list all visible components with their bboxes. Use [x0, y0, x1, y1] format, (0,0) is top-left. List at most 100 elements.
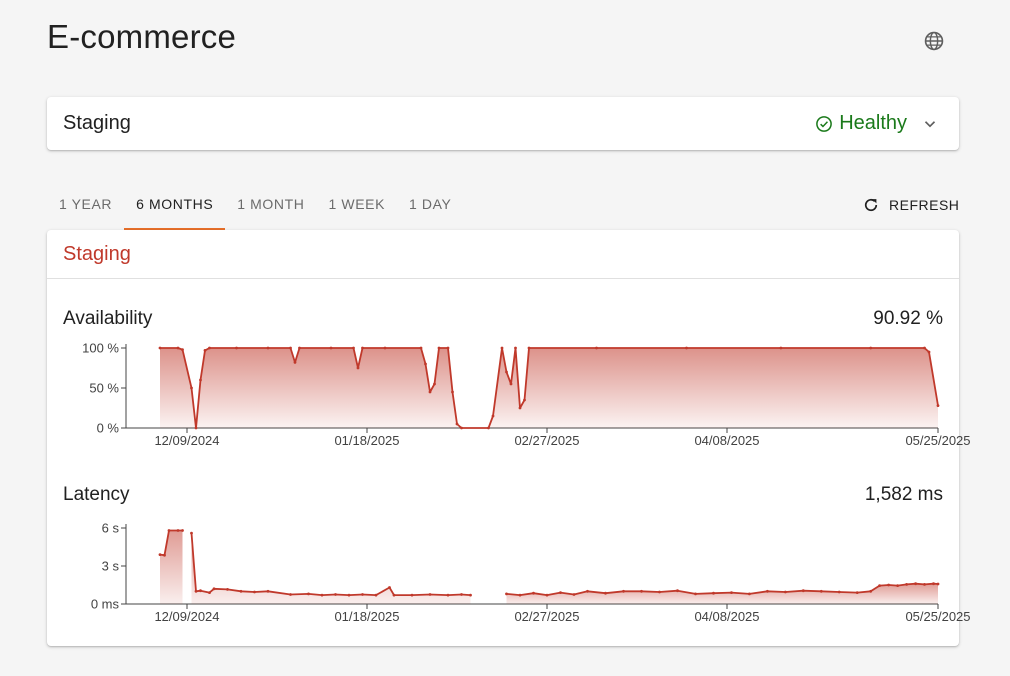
availability-point [927, 350, 931, 354]
latency-point [410, 593, 414, 597]
availability-point [460, 426, 463, 430]
availability-point [298, 346, 301, 350]
availability-point [266, 346, 270, 350]
latency-y-tick-label: 3 s [102, 559, 120, 574]
latency-point [712, 591, 715, 595]
tab-1-month[interactable]: 1 MONTH [237, 196, 305, 212]
availability-point [779, 346, 783, 350]
latency-x-tick-label: 04/08/2025 [694, 609, 759, 624]
latency-area-1 [191, 533, 471, 604]
availability-point [424, 362, 427, 366]
latency-point [190, 531, 193, 535]
availability-point [176, 346, 180, 350]
latency-point [158, 553, 162, 556]
time-range-tabs: 1 YEAR 6 MONTHS 1 MONTH 1 WEEK 1 DAY [47, 180, 463, 230]
latency-point [545, 593, 549, 597]
status-label: Healthy [839, 112, 907, 134]
availability-point [203, 349, 207, 352]
latency-point [784, 590, 787, 594]
availability-x-tick-label: 05/25/2025 [905, 433, 970, 448]
latency-point [469, 593, 472, 597]
latency-point [622, 589, 625, 593]
availability-point [235, 346, 238, 350]
tab-1-day[interactable]: 1 DAY [409, 196, 452, 212]
latency-point [658, 590, 661, 594]
availability-point [487, 426, 490, 430]
latency-point [167, 529, 171, 532]
latency-point [936, 582, 940, 586]
latency-point [460, 593, 463, 596]
availability-point [527, 346, 531, 350]
latency-point [559, 591, 562, 594]
availability-point [158, 346, 162, 350]
latency-x-tick-label: 01/18/2025 [334, 609, 399, 624]
latency-point [604, 591, 607, 595]
environment-card[interactable]: Staging Healthy [47, 97, 959, 150]
availability-point [433, 382, 436, 386]
latency-y-tick-label: 6 s [102, 521, 120, 536]
latency-point [640, 589, 643, 593]
metrics-panel: Staging Availability 90.92 % Latency 1,5… [47, 230, 971, 646]
availability-point [514, 346, 517, 350]
check-circle-icon [816, 115, 833, 132]
latency-point [914, 582, 917, 586]
latency-point [361, 593, 364, 596]
latency-y-tick-label: 0 ms [91, 597, 120, 612]
latency-point [212, 587, 216, 591]
latency-point [766, 589, 769, 593]
chevron-down-icon[interactable] [921, 115, 939, 133]
availability-point [595, 346, 598, 350]
latency-point [199, 589, 202, 593]
availability-x-tick-label: 12/09/2024 [154, 433, 219, 448]
availability-point [936, 404, 940, 407]
latency-x-tick-label: 05/25/2025 [905, 609, 970, 624]
availability-x-tick-label: 04/08/2025 [694, 433, 759, 448]
page-title: E-commerce [47, 18, 237, 55]
latency-point [855, 591, 859, 594]
tab-1-week[interactable]: 1 WEEK [328, 196, 386, 212]
availability-point [352, 346, 355, 350]
latency-point [518, 593, 522, 597]
latency-point [819, 589, 823, 593]
availability-x-tick-label: 02/27/2025 [514, 433, 579, 448]
latency-point [181, 529, 184, 532]
latency-point [307, 592, 310, 596]
latency-x-tick-label: 12/09/2024 [154, 609, 219, 624]
latency-point [586, 589, 589, 593]
latency-line-1 [190, 533, 471, 596]
latency-area-2 [506, 583, 938, 604]
latency-point [374, 593, 378, 597]
availability-point [509, 382, 513, 386]
latency-point [163, 553, 166, 557]
latency-point [388, 586, 391, 589]
latency-point [334, 593, 337, 596]
panel-header: Staging [47, 230, 959, 279]
availability-point [523, 398, 526, 402]
latency-point [923, 583, 926, 586]
availability-point [518, 406, 522, 410]
availability-y-tick-label: 50 % [89, 381, 119, 396]
latency-area-0 [160, 530, 183, 604]
latency-point [572, 593, 576, 596]
latency-point [748, 592, 751, 596]
availability-point [455, 422, 459, 426]
tab-6-months[interactable]: 6 MONTHS [124, 180, 226, 230]
latency-point [869, 589, 873, 593]
latency-point [347, 593, 351, 597]
availability-point [923, 346, 926, 350]
availability-point [289, 346, 292, 350]
latency-point [676, 589, 679, 593]
availability-title: Availability [63, 308, 153, 329]
latency-point [289, 593, 292, 596]
latency-x-tick-label: 02/27/2025 [514, 609, 579, 624]
availability-point [194, 426, 198, 430]
availability-area-0 [160, 348, 938, 428]
availability-point [356, 366, 360, 370]
refresh-button[interactable]: REFRESH [862, 193, 959, 217]
tab-1-year[interactable]: 1 YEAR [59, 196, 113, 212]
latency-point [266, 589, 270, 593]
availability-point [419, 346, 423, 350]
availability-point [361, 346, 364, 350]
availability-point [437, 346, 441, 350]
globe-icon[interactable] [923, 30, 945, 52]
